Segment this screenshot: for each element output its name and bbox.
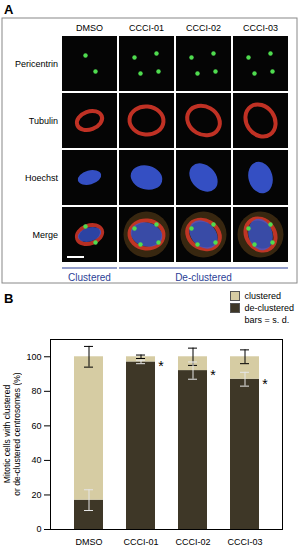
html-text:bars = s. d.: bars = s. d. bbox=[244, 315, 290, 325]
svg-text:DMSO: DMSO bbox=[76, 537, 103, 547]
svg-text:Merge: Merge bbox=[32, 230, 58, 240]
html-text:clustered: clustered bbox=[244, 291, 281, 301]
svg-text:CCCI-03: CCCI-03 bbox=[243, 23, 278, 33]
svg-text:40: 40 bbox=[31, 455, 41, 465]
svg-text:*: * bbox=[262, 376, 268, 392]
svg-text:20: 20 bbox=[31, 490, 41, 500]
svg-text:CCCI-01: CCCI-01 bbox=[129, 23, 164, 33]
svg-text:De-clustered: De-clustered bbox=[175, 272, 232, 283]
svg-text:Pericentrin: Pericentrin bbox=[15, 59, 58, 69]
svg-text:60: 60 bbox=[31, 421, 41, 431]
svg-text:CCCI-02: CCCI-02 bbox=[175, 537, 210, 547]
html-text:B: B bbox=[4, 291, 14, 306]
svg-text:*: * bbox=[158, 358, 164, 374]
svg-text:A: A bbox=[4, 2, 14, 17]
svg-text:Mitotic cells with clusteredor: Mitotic cells with clusteredor de-cluste… bbox=[2, 372, 22, 495]
html-text:de-clustered: de-clustered bbox=[244, 303, 294, 313]
svg-text:0: 0 bbox=[36, 524, 41, 534]
svg-text:DMSO: DMSO bbox=[76, 23, 103, 33]
svg-text:80: 80 bbox=[31, 386, 41, 396]
svg-text:100: 100 bbox=[26, 352, 41, 362]
svg-text:CCCI-03: CCCI-03 bbox=[227, 537, 262, 547]
svg-text:CCCI-01: CCCI-01 bbox=[123, 537, 158, 547]
svg-text:Clustered: Clustered bbox=[68, 272, 111, 283]
svg-text:Tubulin: Tubulin bbox=[29, 116, 58, 126]
svg-text:Hoechst: Hoechst bbox=[25, 173, 59, 183]
svg-text:CCCI-02: CCCI-02 bbox=[186, 23, 221, 33]
svg-text:*: * bbox=[210, 367, 216, 383]
